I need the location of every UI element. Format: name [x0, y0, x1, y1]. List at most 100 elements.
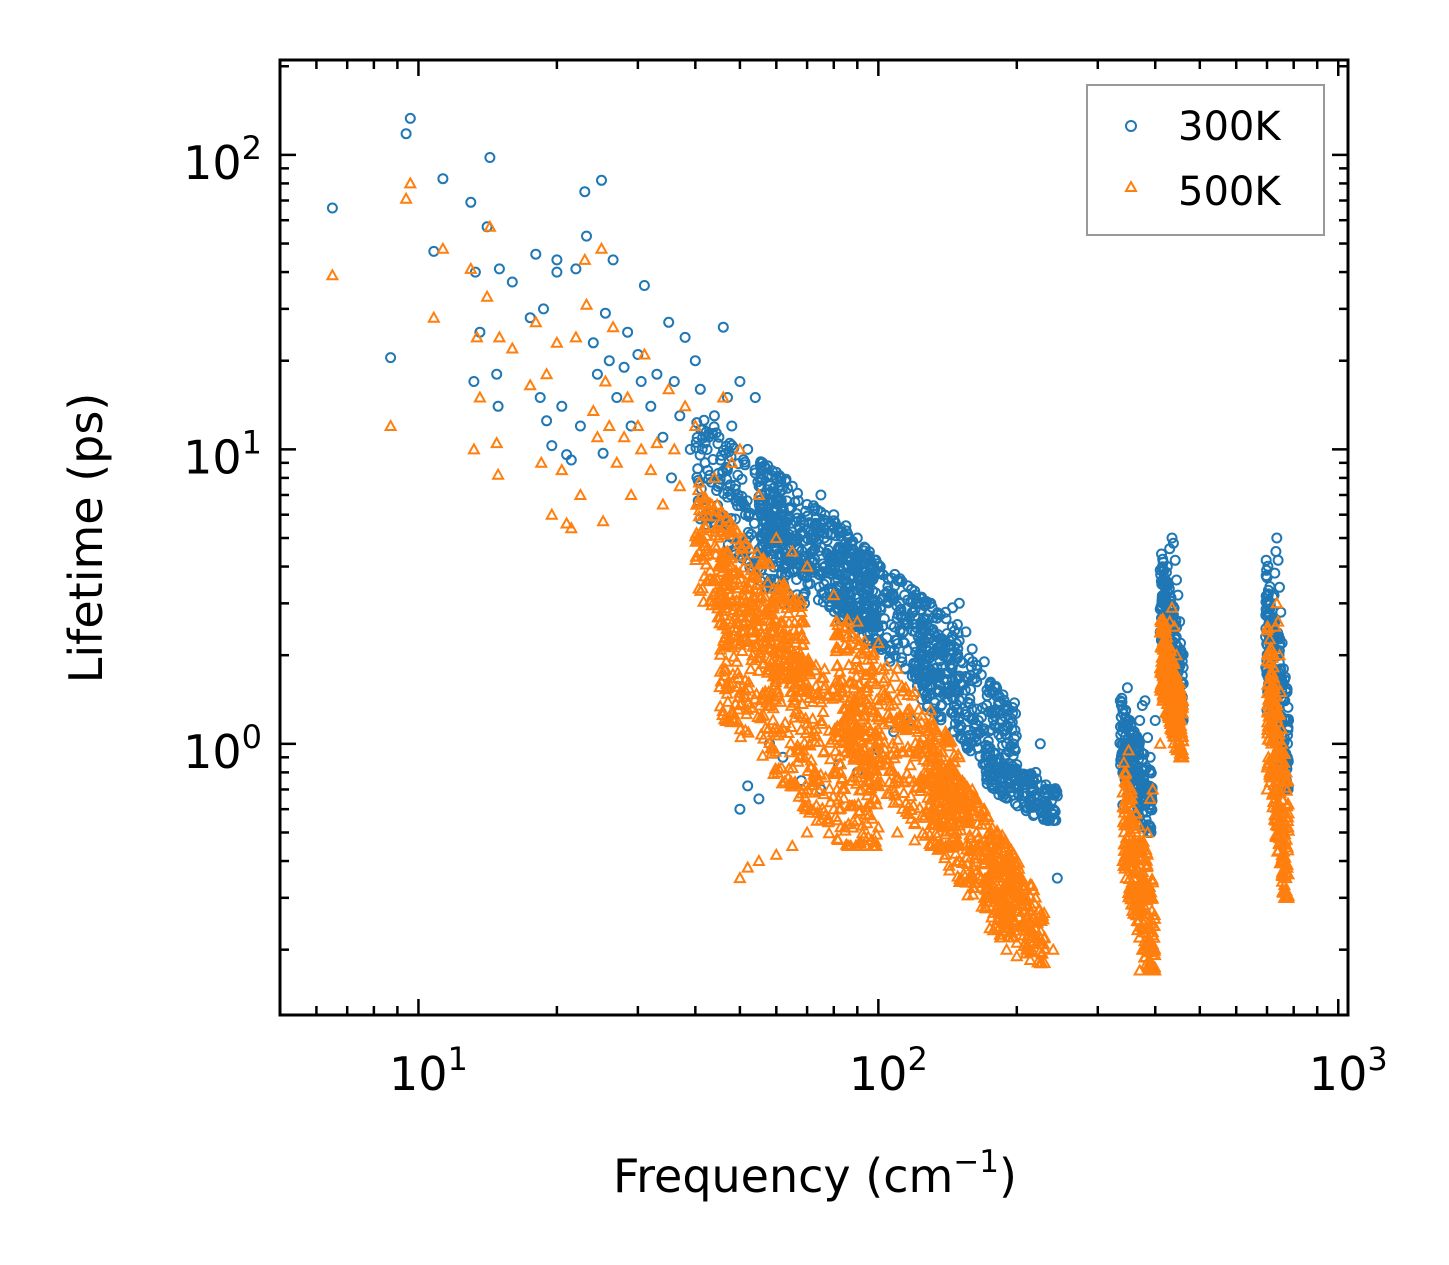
point-300k	[1138, 769, 1150, 781]
point-500k	[1281, 810, 1295, 823]
point-500k	[1001, 920, 1015, 933]
point-500k	[977, 872, 992, 885]
point-500k	[834, 680, 849, 693]
point-500k	[956, 805, 970, 818]
point-500k	[1277, 746, 1292, 759]
point-500k	[768, 744, 783, 757]
point-500k	[688, 418, 702, 431]
point-500k	[1027, 896, 1042, 909]
point-500k	[854, 782, 869, 795]
point-500k	[980, 880, 995, 893]
point-500k	[1134, 850, 1148, 863]
point-500k	[1010, 871, 1024, 884]
point-300k	[1008, 733, 1020, 745]
point-500k	[776, 579, 790, 592]
point-500k	[736, 587, 750, 600]
point-500k	[934, 766, 948, 779]
point-500k	[1275, 736, 1289, 749]
point-500k	[747, 597, 761, 610]
point-500k	[720, 681, 734, 694]
point-500k	[831, 832, 845, 845]
point-300k	[1149, 715, 1161, 726]
point-300k	[862, 551, 874, 563]
point-300k	[995, 732, 1007, 744]
point-500k	[890, 825, 905, 838]
point-500k	[1148, 941, 1162, 954]
point-500k	[925, 713, 939, 726]
point-500k	[746, 648, 760, 661]
point-300k	[758, 528, 770, 540]
point-500k	[908, 833, 922, 846]
point-300k	[690, 442, 702, 454]
point-300k	[1121, 682, 1133, 694]
point-500k	[981, 827, 995, 840]
y-tick-label: 102	[183, 129, 262, 190]
point-500k	[929, 781, 944, 794]
point-500k	[1126, 800, 1140, 813]
point-500k	[715, 603, 729, 616]
point-500k	[741, 725, 756, 738]
point-500k	[758, 720, 773, 733]
point-500k	[992, 845, 1006, 858]
point-500k	[505, 341, 519, 354]
point-300k	[1051, 872, 1063, 884]
point-500k	[791, 754, 805, 767]
point-500k	[748, 692, 762, 705]
point-500k	[780, 601, 794, 614]
point-300k	[918, 676, 930, 687]
point-500k	[1148, 963, 1162, 976]
point-300k	[799, 535, 811, 547]
point-300k	[581, 230, 592, 242]
point-500k	[834, 820, 848, 833]
point-300k	[849, 561, 861, 573]
point-300k	[981, 771, 993, 783]
point-300k	[679, 331, 691, 343]
point-500k	[586, 403, 600, 416]
point-500k	[792, 789, 806, 802]
point-500k	[644, 463, 658, 476]
point-500k	[845, 773, 859, 786]
point-300k	[645, 400, 657, 412]
point-500k	[1029, 922, 1043, 935]
point-300k	[739, 456, 751, 468]
point-500k	[895, 801, 910, 814]
point-500k	[1264, 665, 1278, 678]
legend-500k-marker	[1124, 179, 1138, 192]
point-500k	[1002, 895, 1017, 908]
point-300k	[506, 276, 518, 288]
point-300k	[966, 704, 978, 715]
point-500k	[800, 783, 815, 796]
point-500k	[1279, 865, 1293, 878]
point-500k	[849, 776, 864, 789]
point-300k	[808, 505, 820, 517]
point-500k	[865, 651, 880, 664]
point-500k	[1266, 800, 1280, 813]
point-500k	[903, 771, 917, 784]
point-500k	[1132, 836, 1146, 849]
point-300k	[1134, 715, 1146, 726]
point-500k	[656, 497, 670, 510]
point-300k	[1262, 590, 1274, 602]
point-500k	[757, 691, 772, 704]
legend-300k-marker	[1125, 120, 1137, 132]
legend-box	[1086, 84, 1325, 236]
point-300k	[1010, 798, 1021, 810]
point-500k	[1121, 743, 1136, 756]
point-500k	[790, 651, 805, 664]
point-500k	[816, 670, 831, 683]
point-500k	[899, 680, 913, 693]
point-500k	[788, 777, 802, 790]
point-500k	[878, 671, 892, 684]
point-500k	[1171, 713, 1185, 726]
point-300k	[587, 337, 599, 349]
point-500k	[741, 860, 755, 873]
point-500k	[769, 692, 783, 705]
point-500k	[841, 734, 856, 747]
point-500k	[1271, 614, 1285, 627]
point-500k	[743, 541, 757, 554]
point-500k	[721, 694, 735, 707]
point-500k	[972, 796, 986, 809]
point-500k	[667, 442, 681, 455]
point-500k	[720, 511, 734, 524]
